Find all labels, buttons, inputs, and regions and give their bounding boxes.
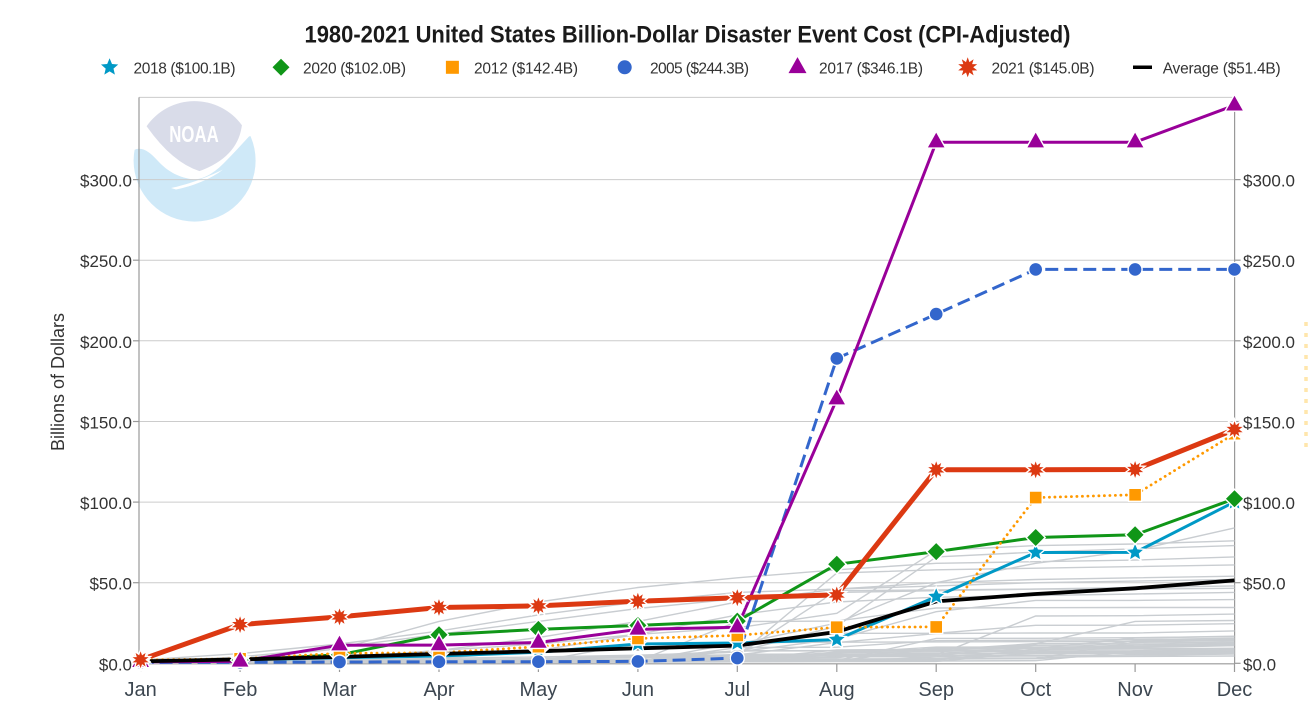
svg-text:$150.0: $150.0	[80, 414, 132, 433]
svg-text:Billions of Dollars: Billions of Dollars	[48, 313, 68, 451]
svg-text:$150.0: $150.0	[1243, 414, 1295, 433]
svg-text:$50.0: $50.0	[89, 575, 132, 594]
svg-text:May: May	[520, 679, 558, 701]
svg-text:$200.0: $200.0	[80, 333, 132, 352]
svg-text:2012 ($142.4B): 2012 ($142.4B)	[474, 61, 578, 78]
svg-text:$0.0: $0.0	[1243, 655, 1276, 674]
svg-text:2020 ($102.0B): 2020 ($102.0B)	[303, 61, 406, 78]
svg-text:Sep: Sep	[918, 679, 954, 701]
svg-text:Feb: Feb	[223, 679, 257, 701]
svg-text:2018 ($100.1B): 2018 ($100.1B)	[134, 61, 236, 78]
svg-text:$100.0: $100.0	[1243, 494, 1295, 513]
svg-text:2021 ($145.0B): 2021 ($145.0B)	[992, 61, 1095, 78]
svg-text:Jul: Jul	[725, 679, 751, 701]
svg-text:$250.0: $250.0	[80, 252, 132, 271]
svg-text:Aug: Aug	[819, 679, 855, 701]
svg-text:$300.0: $300.0	[1243, 172, 1295, 191]
svg-text:$50.0: $50.0	[1243, 575, 1286, 594]
svg-text:Jun: Jun	[622, 679, 654, 701]
svg-text:$0.0: $0.0	[99, 655, 132, 674]
svg-text:Dec: Dec	[1217, 679, 1253, 701]
svg-text:1980-2021 United States Billio: 1980-2021 United States Billion-Dollar D…	[305, 22, 1071, 49]
svg-text:Jan: Jan	[124, 679, 156, 701]
svg-text:Average ($51.4B): Average ($51.4B)	[1163, 61, 1281, 78]
svg-text:Apr: Apr	[423, 679, 454, 701]
svg-text:2005 ($244.3B): 2005 ($244.3B)	[650, 61, 749, 78]
svg-text:$200.0: $200.0	[1243, 333, 1295, 352]
svg-text:$100.0: $100.0	[80, 494, 132, 513]
svg-text:$300.0: $300.0	[80, 172, 132, 191]
svg-text:Mar: Mar	[322, 679, 357, 701]
svg-text:2017 ($346.1B): 2017 ($346.1B)	[819, 61, 923, 78]
svg-text:Oct: Oct	[1020, 679, 1052, 701]
svg-text:$250.0: $250.0	[1243, 252, 1295, 271]
svg-text:NOAA: NOAA	[169, 121, 218, 147]
svg-text:Nov: Nov	[1117, 679, 1153, 701]
